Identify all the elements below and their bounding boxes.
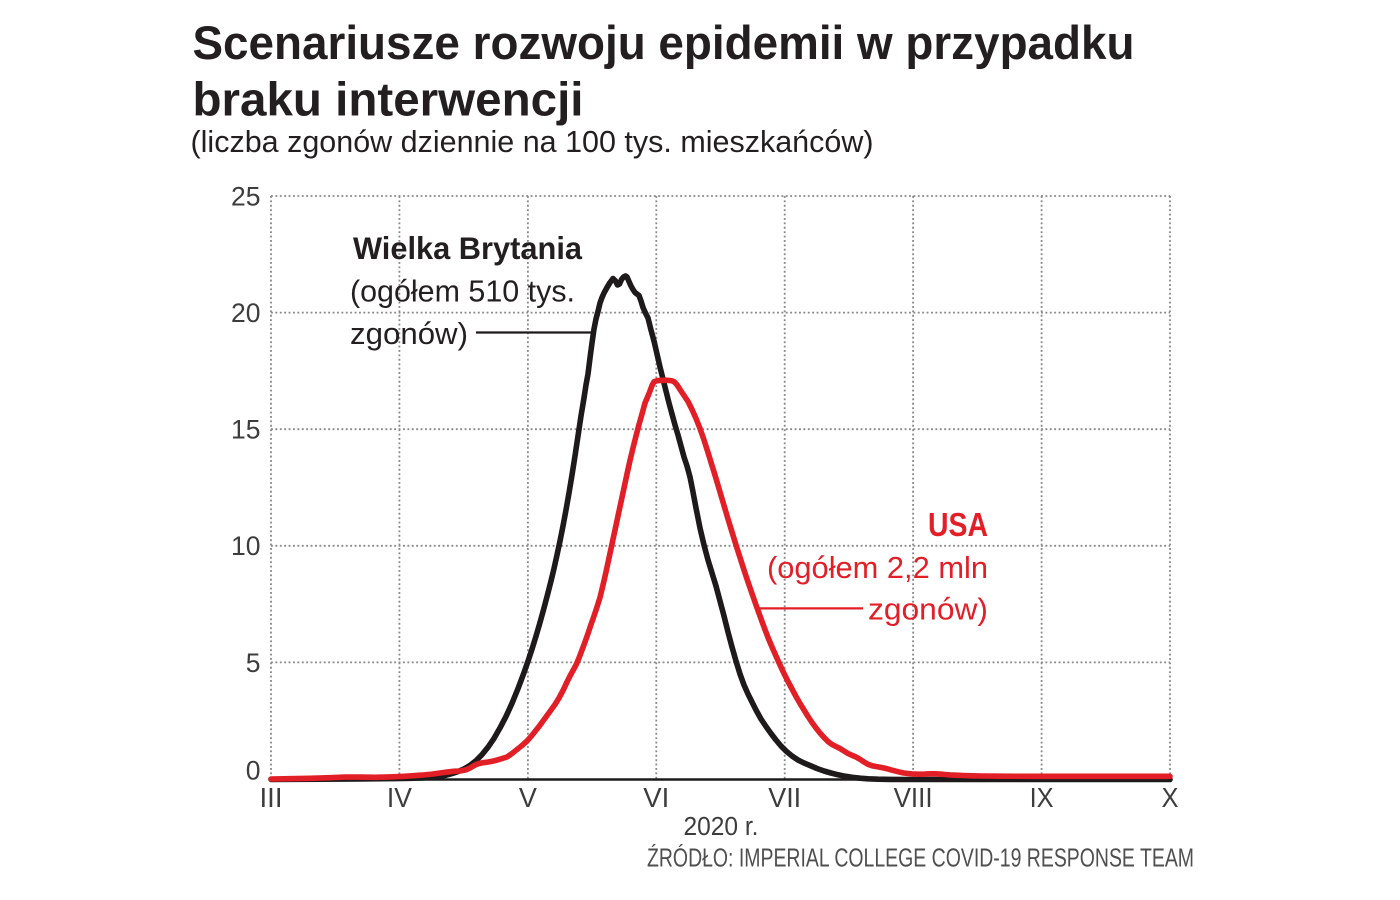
svg-text:VII: VII (768, 782, 801, 813)
svg-text:zgonów): zgonów) (868, 592, 988, 627)
svg-text:2020 r.: 2020 r. (684, 811, 759, 841)
svg-text:V: V (519, 782, 538, 813)
svg-text:VI: VI (643, 782, 669, 813)
svg-text:Wielka Brytania: Wielka Brytania (353, 230, 582, 266)
svg-text:VIII: VIII (894, 782, 933, 813)
svg-text:III: III (260, 782, 283, 813)
svg-text:USA: USA (928, 506, 988, 543)
svg-text:15: 15 (231, 415, 260, 445)
svg-text:(liczba zgonów dziennie na 100: (liczba zgonów dziennie na 100 tys. mies… (191, 125, 874, 159)
svg-text:(ogółem 2,2 mln: (ogółem 2,2 mln (767, 550, 988, 585)
svg-text:braku interwencji: braku interwencji (193, 74, 584, 127)
svg-text:X: X (1162, 782, 1179, 813)
svg-text:ŹRÓDŁO: IMPERIAL COLLEGE COVID: ŹRÓDŁO: IMPERIAL COLLEGE COVID-19 RESPON… (647, 842, 1194, 872)
svg-text:20: 20 (231, 298, 260, 328)
svg-text:0: 0 (246, 756, 261, 786)
svg-text:25: 25 (231, 181, 260, 211)
svg-text:zgonów): zgonów) (350, 316, 468, 351)
svg-text:IX: IX (1030, 782, 1054, 813)
svg-text:IV: IV (387, 782, 413, 813)
svg-text:Scenariusze rozwoju epidemii w: Scenariusze rozwoju epidemii w przypadku (193, 17, 1135, 70)
svg-text:10: 10 (231, 531, 260, 561)
svg-text:5: 5 (246, 648, 261, 678)
svg-text:(ogółem 510 tys.: (ogółem 510 tys. (350, 273, 575, 308)
